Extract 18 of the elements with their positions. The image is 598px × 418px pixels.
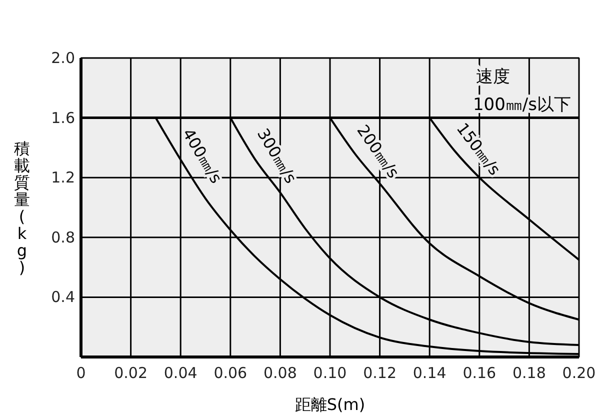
y-axis-title: 積載質量(kg)	[14, 139, 30, 277]
x-tick-label: 0.08	[263, 364, 297, 382]
x-tick-label: 0.10	[313, 364, 347, 382]
y-tick-label: 1.2	[51, 168, 75, 187]
x-tick-label: 0.16	[462, 364, 496, 382]
x-tick-label: 0.12	[363, 364, 397, 382]
x-tick-label: 0.18	[512, 364, 546, 382]
x-tick-label: 0.02	[114, 364, 148, 382]
x-tick-label: 0.04	[164, 364, 198, 382]
x-tick-label: 0	[76, 364, 86, 382]
x-tick-label: 0.20	[562, 364, 596, 382]
x-tick-label: 0.06	[214, 364, 248, 382]
x-tick-label: 0.14	[412, 364, 446, 382]
y-tick-label: 0.8	[51, 228, 75, 246]
x-axis-title: 距離S(m)	[294, 395, 366, 414]
y-tick-label: 2.0	[51, 49, 75, 67]
y-tick-label: 1.6	[51, 108, 75, 127]
y-tick-label: 0.4	[51, 288, 75, 306]
